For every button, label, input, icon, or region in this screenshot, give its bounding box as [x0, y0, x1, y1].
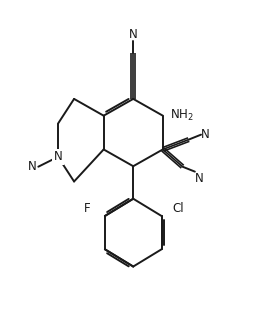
Text: N: N: [28, 160, 37, 173]
Text: N: N: [201, 128, 210, 141]
Text: N: N: [129, 28, 138, 41]
Text: F: F: [83, 202, 90, 215]
Text: NH$_2$: NH$_2$: [170, 108, 194, 123]
Text: Cl: Cl: [173, 202, 184, 215]
Text: N: N: [195, 171, 204, 185]
Text: N: N: [54, 150, 62, 163]
